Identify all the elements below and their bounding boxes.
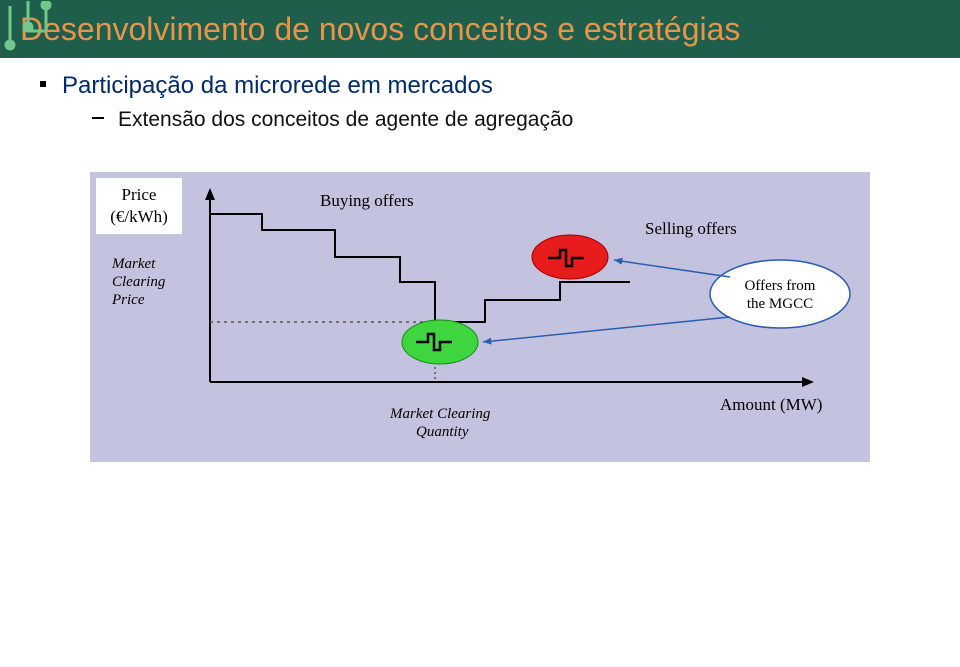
bullet-text: Participação da microrede em mercados xyxy=(62,72,493,99)
svg-text:Amount (MW): Amount (MW) xyxy=(720,395,822,414)
circuit-icon xyxy=(0,1,64,51)
svg-text:the MGCC: the MGCC xyxy=(747,296,813,312)
subbullet-text: Extensão dos conceitos de agente de agre… xyxy=(118,108,573,131)
svg-text:Quantity: Quantity xyxy=(416,424,469,440)
market-chart: Price (€/kWh) Market Clearing Price Buying of… xyxy=(90,172,870,462)
svg-text:(€/kWh): (€/kWh) xyxy=(110,207,168,226)
bullet-sub: Extensão dos conceitos de agente de agre… xyxy=(92,108,960,132)
svg-text:Buying offers: Buying offers xyxy=(320,191,414,210)
slide-header: Desenvolvimento de novos conceitos e est… xyxy=(0,5,960,58)
bullet-main: Participação da microrede em mercados xyxy=(40,72,960,100)
svg-text:Market Clearing: Market Clearing xyxy=(389,406,491,422)
svg-text:Price: Price xyxy=(111,292,145,308)
dash-icon xyxy=(92,117,104,119)
bullet-dot-icon xyxy=(40,81,46,87)
svg-text:Price: Price xyxy=(122,185,157,204)
slide-title: Desenvolvimento de novos conceitos e est… xyxy=(20,11,940,48)
svg-text:Offers from: Offers from xyxy=(745,278,816,294)
svg-text:Market: Market xyxy=(111,256,156,272)
svg-text:Clearing: Clearing xyxy=(112,274,166,290)
chart-svg: Price (€/kWh) Market Clearing Price Buying of… xyxy=(90,172,870,462)
svg-text:Selling offers: Selling offers xyxy=(645,219,737,238)
